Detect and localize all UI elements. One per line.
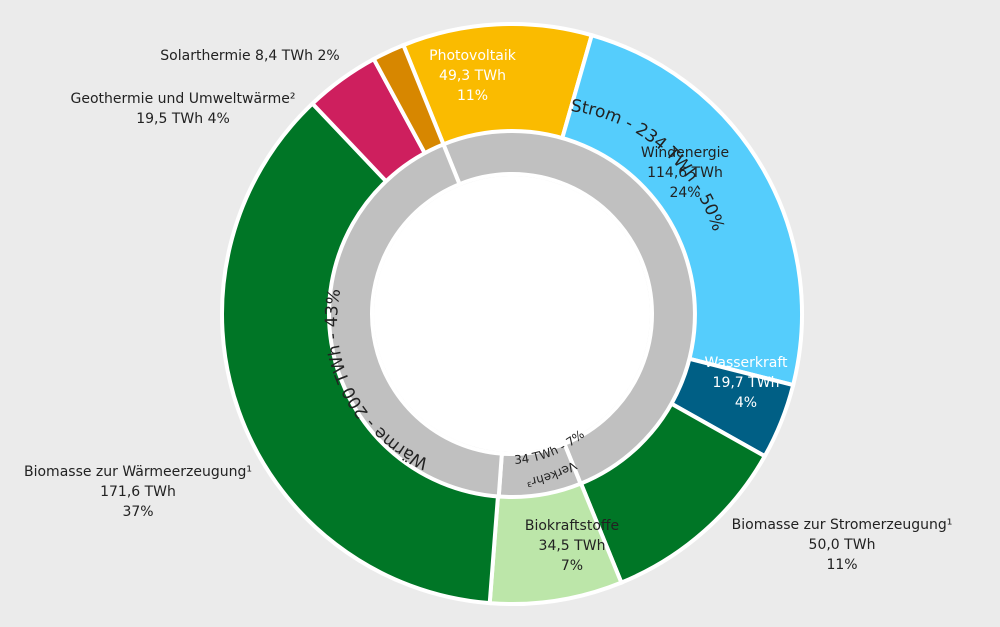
- label-solarthermie-value: 8,4 TWh: [255, 48, 314, 64]
- label-photovoltaik-value: 49,3 TWh: [439, 68, 506, 84]
- donut-hole: [374, 176, 650, 452]
- label-geothermie-value: 19,5 TWh: [136, 111, 204, 127]
- label-wasserkraft-share: 4%: [734, 395, 758, 411]
- label-biomasse-waerme-share: 37%: [122, 504, 154, 520]
- label-biomasse-strom: Biomasse zur Stromerzeugung¹ 50,0 TWh 11…: [722, 515, 962, 575]
- label-biomasse-strom-share: 11%: [826, 557, 858, 573]
- label-wasserkraft: Wasserkraft 19,7 TWh 4%: [694, 353, 798, 413]
- label-windenergie-name: Windenergie: [640, 145, 730, 161]
- label-geothermie-share: 4%: [207, 111, 230, 127]
- label-windenergie: Windenergie 114,6 TWh 24%: [630, 143, 740, 203]
- label-biomasse-strom-value: 50,0 TWh: [808, 537, 876, 553]
- label-biomasse-waerme-name: Biomasse zur Wärmeerzeugung¹: [24, 464, 252, 480]
- label-solarthermie: Solarthermie 8,4 TWh 2%: [140, 46, 360, 66]
- label-geothermie-name: Geothermie und Umweltwärme²: [70, 91, 296, 107]
- label-windenergie-value: 114,6 TWh: [647, 165, 723, 181]
- label-biokraftstoffe-share: 7%: [560, 558, 584, 574]
- label-biomasse-waerme-value: 171,6 TWh: [100, 484, 176, 500]
- label-photovoltaik-name: Photovoltaik: [429, 48, 516, 64]
- label-solarthermie-share: 2%: [317, 48, 340, 64]
- label-solarthermie-name: Solarthermie: [160, 48, 251, 64]
- inner-slice-waerme: [327, 141, 504, 499]
- label-wasserkraft-value: 19,7 TWh: [712, 375, 780, 391]
- label-biomasse-waerme: Biomasse zur Wärmeerzeugung¹ 171,6 TWh 3…: [8, 462, 268, 522]
- label-biokraftstoffe: Biokraftstoffe 34,5 TWh 7%: [508, 516, 636, 576]
- label-biokraftstoffe-value: 34,5 TWh: [538, 538, 606, 554]
- label-geothermie: Geothermie und Umweltwärme² 19,5 TWh 4%: [58, 89, 308, 129]
- label-windenergie-share: 24%: [669, 185, 701, 201]
- label-biomasse-strom-name: Biomasse zur Stromerzeugung¹: [731, 517, 953, 533]
- label-wasserkraft-name: Wasserkraft: [704, 355, 788, 371]
- inner-slice-strom: [440, 129, 697, 487]
- label-photovoltaik: Photovoltaik 49,3 TWh 11%: [420, 46, 525, 106]
- label-biokraftstoffe-name: Biokraftstoffe: [524, 518, 620, 534]
- inner-ring: [327, 129, 697, 499]
- label-photovoltaik-share: 11%: [456, 88, 489, 104]
